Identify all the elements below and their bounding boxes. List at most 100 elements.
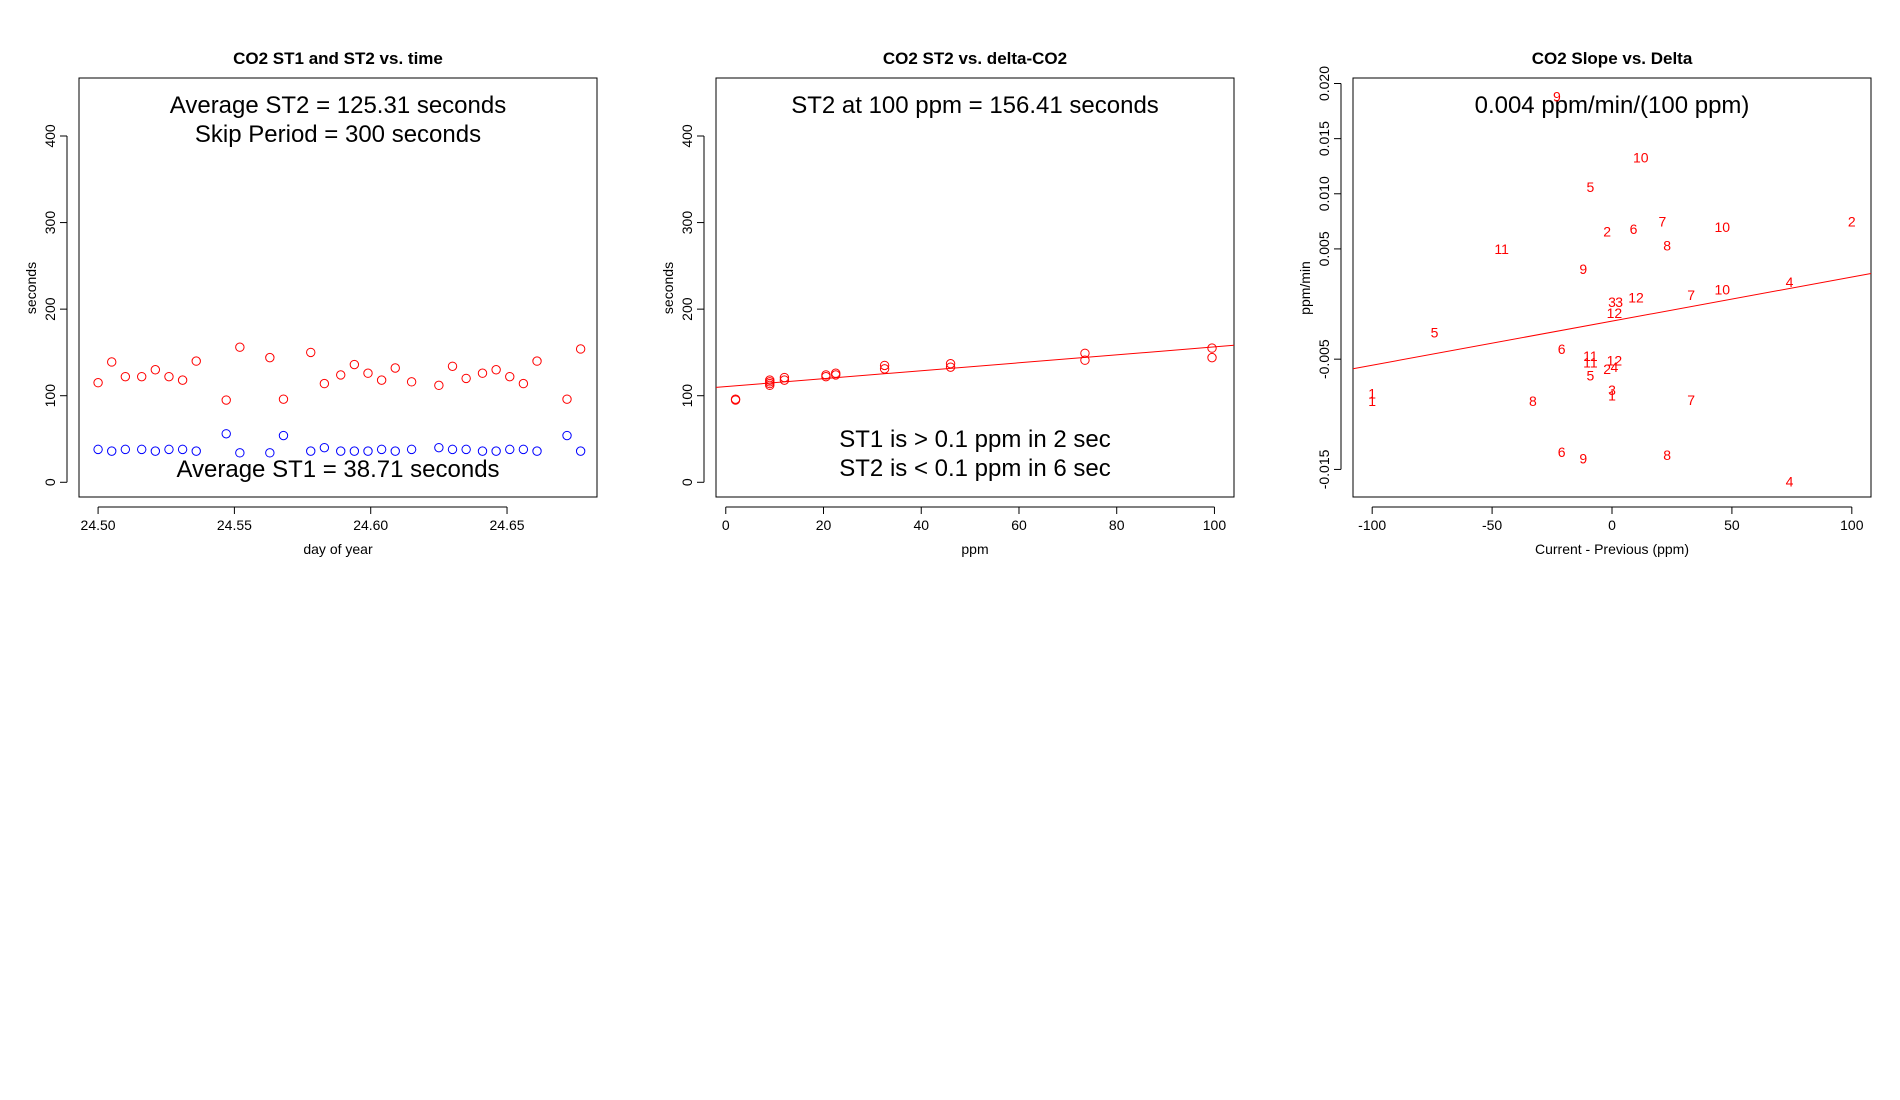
- chart-title: CO2 ST2 vs. delta-CO2: [883, 49, 1067, 68]
- data-point: [376, 375, 387, 385]
- data-point: [434, 380, 444, 391]
- x-axis-label: ppm: [961, 541, 988, 557]
- data-point: [150, 446, 161, 456]
- data-point: [177, 375, 188, 385]
- data-point-label: 10: [1715, 282, 1731, 298]
- x-tick-label: 40: [913, 517, 929, 533]
- data-point-label: 7: [1687, 392, 1695, 408]
- data-point-label: 5: [1587, 368, 1595, 384]
- x-tick-label: 80: [1109, 517, 1125, 533]
- data-point: [306, 347, 316, 358]
- data-point: [336, 370, 346, 380]
- y-axis-label: seconds: [660, 262, 676, 314]
- data-point: [306, 446, 316, 456]
- x-tick-label: 60: [1011, 517, 1027, 533]
- data-point-label: 2: [1603, 361, 1611, 377]
- data-point: [191, 446, 201, 456]
- x-tick-label: -100: [1358, 517, 1386, 533]
- data-point-label: 7: [1687, 287, 1695, 303]
- chart-panel-delta-co2: CO2 ST2 vs. delta-CO2 ppm seconds ST2 at…: [660, 49, 1235, 557]
- data-point: [575, 446, 586, 456]
- data-point-label: 1: [1368, 393, 1376, 409]
- data-point: [390, 446, 400, 456]
- data-point: [191, 356, 201, 366]
- x-tick-label: -50: [1482, 517, 1502, 533]
- data-point: [831, 368, 841, 378]
- data-point: [336, 446, 346, 456]
- data-point: [945, 358, 956, 369]
- data-point: [93, 444, 103, 455]
- annotation-average-st2: Average ST2 = 125.31 seconds: [170, 92, 506, 119]
- x-axis-label: Current - Previous (ppm): [1535, 541, 1689, 557]
- data-point: [879, 364, 890, 374]
- data-point-label: 6: [1558, 444, 1566, 460]
- chart-panel-time: CO2 ST1 and ST2 vs. time day of year sec…: [23, 49, 598, 557]
- data-point: [434, 442, 444, 453]
- plot-frame: [715, 77, 1235, 498]
- y-tick-label: 300: [679, 211, 695, 235]
- data-point-label: 9: [1579, 261, 1587, 277]
- data-point-label: 2: [1603, 223, 1611, 239]
- data-point: [1080, 348, 1090, 358]
- data-point-label: 6: [1558, 341, 1566, 357]
- x-tick-label: 50: [1724, 517, 1740, 533]
- data-point: [477, 446, 488, 456]
- data-point: [177, 444, 188, 455]
- data-point-label: 1: [1368, 385, 1376, 401]
- x-tick-label: 100: [1840, 517, 1864, 533]
- annotation-st1-threshold: ST1 is > 0.1 ppm in 2 sec: [839, 426, 1110, 453]
- data-point: [107, 446, 117, 456]
- data-point-label: 7: [1658, 213, 1666, 229]
- data-point: [562, 430, 572, 441]
- data-point: [518, 444, 529, 455]
- data-point-label: 11: [1583, 348, 1598, 364]
- data-point: [779, 372, 790, 383]
- data-point-label: 5: [1587, 179, 1595, 195]
- data-point: [491, 446, 501, 456]
- data-point-label: 11: [1494, 241, 1509, 257]
- annotation-slope: 0.004 ppm/min/(100 ppm): [1475, 92, 1750, 119]
- data-point: [107, 357, 117, 367]
- data-point: [491, 365, 501, 375]
- data-point: [376, 444, 387, 455]
- data-point-label: 3: [1615, 294, 1623, 310]
- data-point: [349, 446, 360, 456]
- y-axis-label: ppm/min: [1297, 261, 1313, 315]
- y-tick-label: 0.005: [1316, 231, 1332, 266]
- data-point-label: 3: [1608, 382, 1616, 398]
- y-tick-label: 200: [42, 297, 58, 321]
- data-point: [164, 371, 174, 382]
- data-point: [477, 368, 488, 378]
- plot-frame: [1352, 77, 1872, 498]
- regression-line: [1352, 273, 1872, 370]
- data-point: [93, 378, 103, 388]
- data-point: [137, 444, 147, 455]
- data-point: [390, 363, 400, 373]
- x-tick-label: 100: [1203, 517, 1227, 533]
- y-tick-label: 200: [679, 297, 695, 321]
- y-tick-label: 0.020: [1316, 66, 1332, 101]
- y-tick-label: 100: [42, 384, 58, 408]
- data-point: [505, 444, 515, 455]
- data-point: [265, 352, 275, 363]
- data-point: [319, 442, 330, 453]
- data-point-label: 4: [1786, 474, 1794, 490]
- data-point-label: 8: [1663, 238, 1671, 254]
- data-point: [575, 344, 586, 354]
- data-point: [235, 448, 245, 458]
- y-tick-label: 400: [42, 124, 58, 148]
- x-tick-label: 0: [1608, 517, 1616, 533]
- data-point: [532, 356, 542, 366]
- chart-panel-slope-delta: CO2 Slope vs. Delta Current - Previous (…: [1297, 49, 1872, 557]
- x-tick-label: 20: [816, 517, 832, 533]
- data-point: [406, 377, 417, 387]
- data-point: [730, 394, 741, 404]
- data-point: [137, 371, 147, 382]
- data-point: [278, 430, 289, 441]
- data-point: [164, 444, 174, 455]
- data-point-label: 6: [1630, 221, 1638, 237]
- data-point-label: 9: [1579, 450, 1587, 466]
- data-point: [406, 444, 417, 455]
- y-tick-label: -0.015: [1316, 449, 1332, 489]
